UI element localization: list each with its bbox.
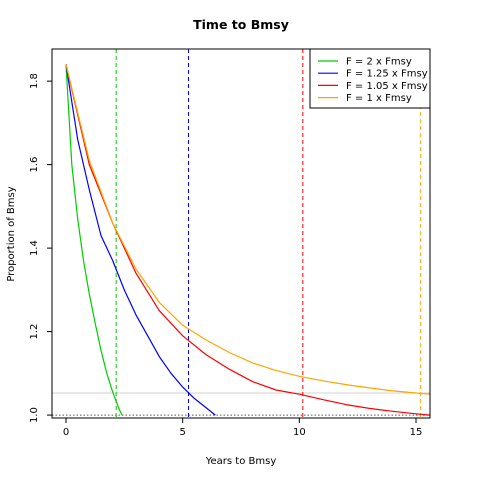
series-lines bbox=[65, 64, 431, 416]
y-tick-label: 1.6 bbox=[29, 157, 40, 173]
x-tick-label: 15 bbox=[410, 427, 423, 438]
legend-label-3: F = 1.05 x Fmsy bbox=[346, 81, 428, 92]
series-line-1 bbox=[65, 64, 123, 416]
legend-label-1: F = 2 x Fmsy bbox=[346, 57, 412, 68]
y-axis-label: Proportion of Bmsy bbox=[6, 186, 17, 281]
x-tick-label: 5 bbox=[179, 427, 185, 438]
series-line-2 bbox=[65, 64, 216, 416]
legend-box bbox=[309, 48, 431, 109]
x-axis-label: Years to Bmsy bbox=[205, 456, 277, 467]
x-tick-label: 0 bbox=[63, 427, 69, 438]
chart-title: Time to Bmsy bbox=[193, 17, 289, 32]
legend-label-4: F = 1 x Fmsy bbox=[346, 93, 412, 104]
reference-lines bbox=[52, 392, 430, 416]
y-tick-label: 1.0 bbox=[29, 407, 40, 423]
y-tick-label: 1.2 bbox=[29, 324, 40, 340]
plot-area bbox=[52, 49, 431, 418]
years-to-bmsy-lines bbox=[115, 49, 422, 418]
legend-label-2: F = 1.25 x Fmsy bbox=[346, 69, 428, 80]
series-line-4 bbox=[65, 64, 431, 395]
y-axis: 1.0 1.2 1.4 1.6 1.8 bbox=[29, 73, 52, 423]
series-line-3 bbox=[65, 64, 431, 416]
plot-frame bbox=[51, 48, 431, 419]
x-axis: 0 5 10 15 bbox=[63, 418, 423, 438]
x-tick-label: 10 bbox=[293, 427, 306, 438]
y-tick-label: 1.8 bbox=[29, 73, 40, 89]
y-tick-label: 1.4 bbox=[29, 240, 40, 256]
